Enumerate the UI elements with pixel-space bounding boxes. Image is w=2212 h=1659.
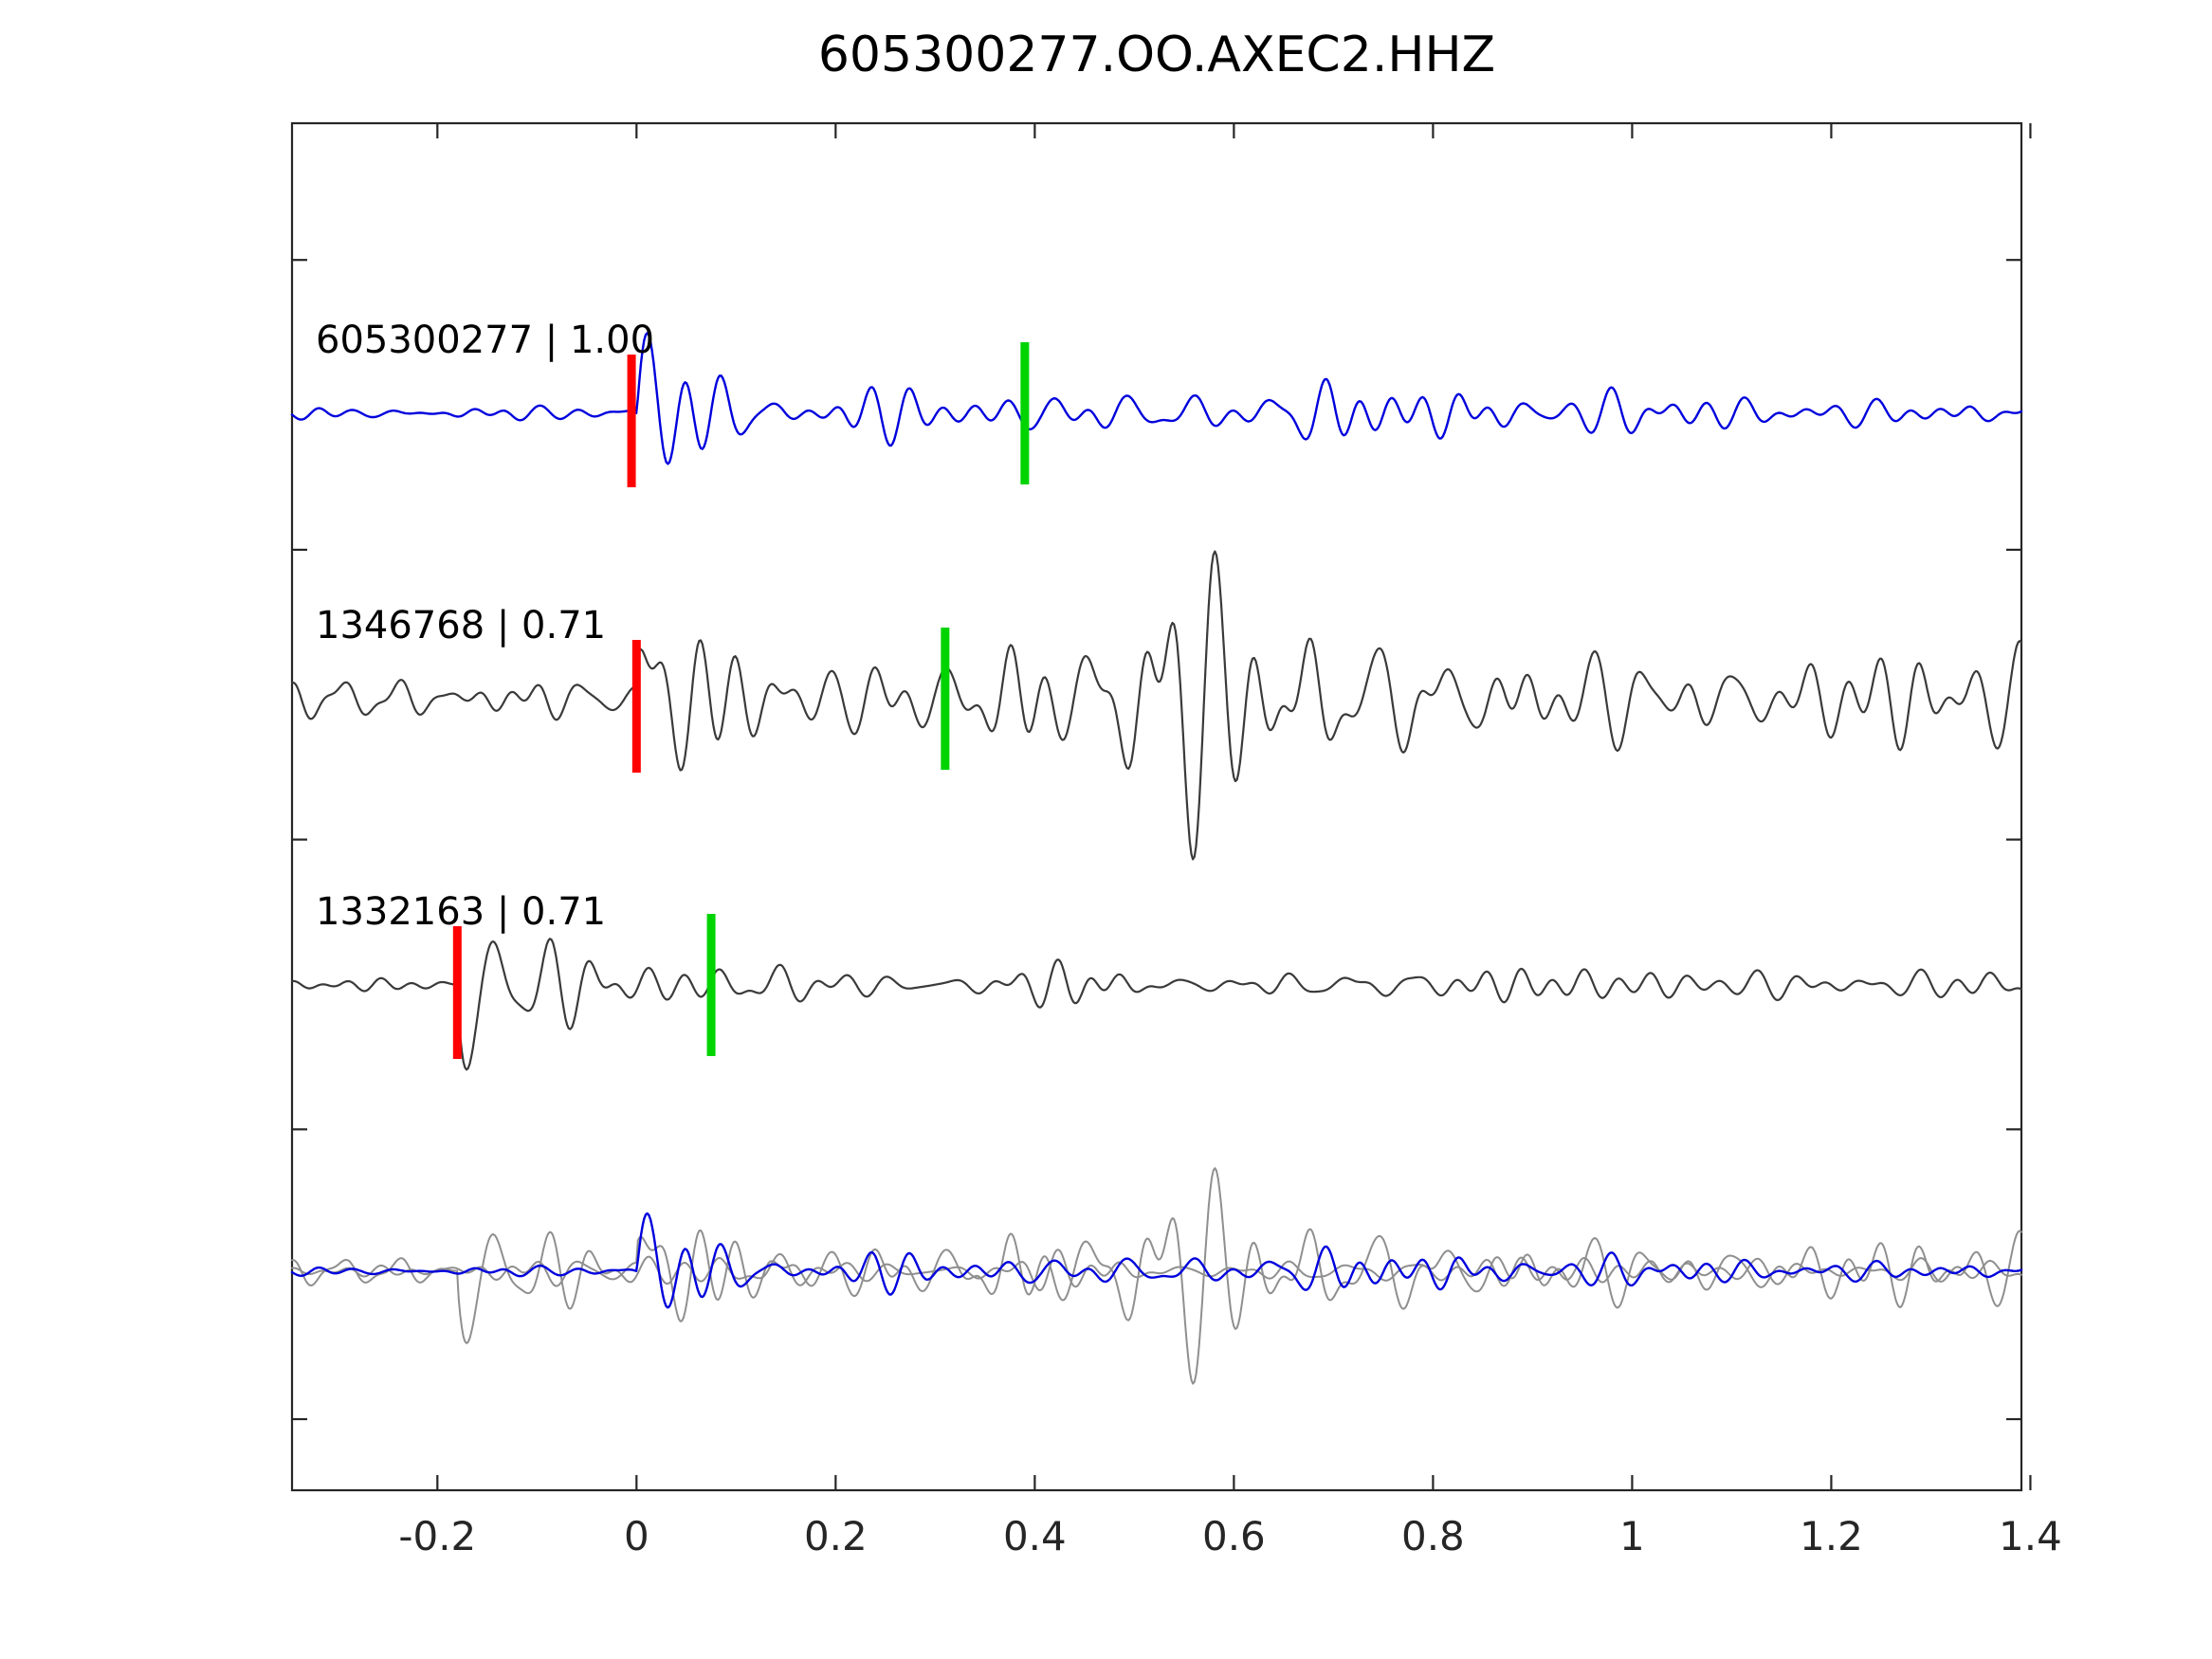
x-tick-label: 0.2: [803, 1513, 868, 1559]
trace-waveform-1332163-0: [290, 938, 2023, 1071]
x-tick-label: 1.2: [1800, 1513, 1863, 1559]
x-tick-label: 0.4: [1002, 1513, 1067, 1559]
trace-label-605300277: 605300277 | 1.00: [316, 319, 655, 362]
trace-waveform-overlay-2: [290, 1212, 2023, 1309]
red-pick-marker: [631, 640, 641, 773]
green-pick-marker: [1020, 342, 1030, 484]
x-tick-label: -0.2: [398, 1513, 477, 1559]
trace-label-1346768: 1346768 | 0.71: [316, 604, 607, 647]
trace-waveform-605300277-0: [290, 332, 2023, 465]
trace-waveform-overlay-0: [291, 1231, 2022, 1344]
green-pick-marker: [941, 628, 950, 770]
red-pick-marker: [627, 355, 636, 487]
trace-waveform-1346768-0: [290, 550, 2023, 861]
x-tick-label: 1.4: [1999, 1513, 2062, 1559]
x-tick-label: 0.6: [1201, 1513, 1266, 1559]
x-tick-label: 1: [1619, 1513, 1645, 1559]
trace-waveform-overlay-1: [291, 1167, 2022, 1385]
green-pick-marker: [706, 914, 716, 1056]
axes-border: [290, 121, 2023, 1492]
red-pick-marker: [452, 926, 462, 1059]
trace-label-1332163: 1332163 | 0.71: [316, 890, 607, 934]
x-tick-label: 0.8: [1400, 1513, 1465, 1559]
page-title: 605300277.OO.AXEC2.HHZ: [817, 27, 1496, 83]
x-tick-label: 0: [623, 1513, 649, 1559]
